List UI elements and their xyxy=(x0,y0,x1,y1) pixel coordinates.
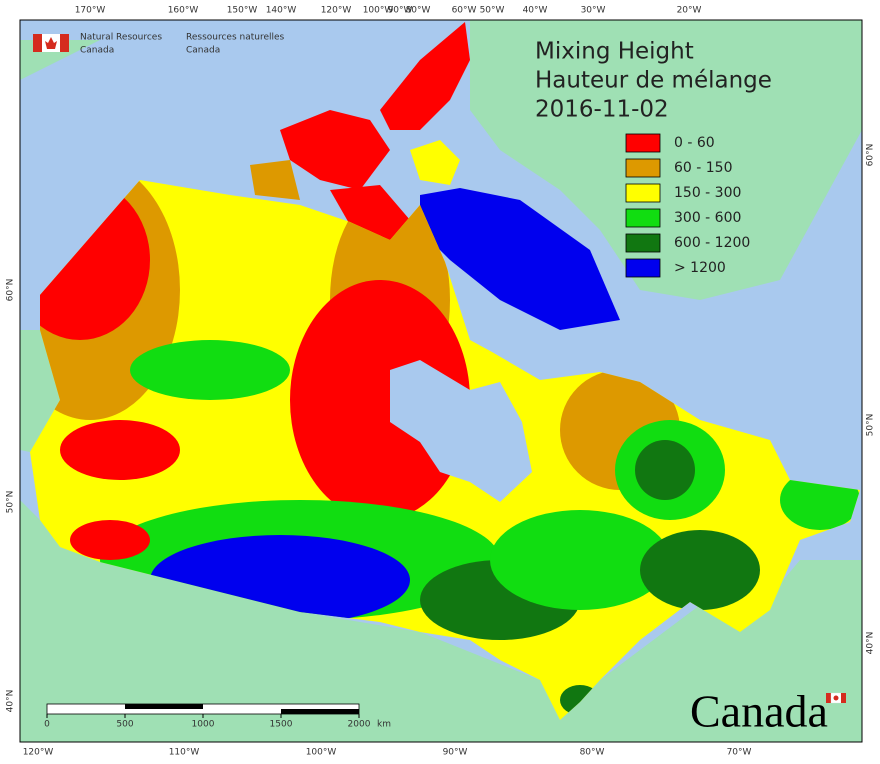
usa-land xyxy=(20,500,862,742)
wordmark: Canada xyxy=(690,686,828,737)
graticule-label: 40°W xyxy=(523,6,548,16)
graticule-label: 30°W xyxy=(581,6,606,16)
graticule-label: 60°N xyxy=(6,279,16,302)
graticule-label: 120°W xyxy=(23,748,54,758)
scale-label: 0 xyxy=(44,720,50,730)
legend-label: 300 - 600 xyxy=(674,210,741,226)
graticule-label: 60°N xyxy=(866,144,876,167)
graticule-label: 100°W xyxy=(306,748,337,758)
legend-swatch xyxy=(625,183,661,203)
legend-swatch xyxy=(625,158,661,178)
agency-en: Natural Resources xyxy=(80,33,162,43)
graticule-label: 60°W xyxy=(452,6,477,16)
legend-label: 600 - 1200 xyxy=(674,235,750,251)
legend-label: 0 - 60 xyxy=(674,135,715,151)
graticule-label: 40°N xyxy=(866,632,876,655)
greenland xyxy=(470,20,862,300)
hudson-bay xyxy=(390,360,532,502)
graticule-label: 140°W xyxy=(266,6,297,16)
graticule-label: 50°N xyxy=(6,491,16,514)
legend-swatch xyxy=(625,233,661,253)
graticule-label: 90°W xyxy=(443,748,468,758)
scale-bar xyxy=(46,703,360,715)
graticule-label: 50°N xyxy=(866,414,876,437)
title: Hauteur de mélange xyxy=(535,68,772,94)
graticule-label: 20°W xyxy=(677,6,702,16)
graticule-label: 120°W xyxy=(321,6,352,16)
title: Mixing Height xyxy=(535,39,694,65)
legend-label: 60 - 150 xyxy=(674,160,733,176)
alaska-russia xyxy=(20,40,100,452)
scale-label: 1000 xyxy=(192,720,215,730)
agency-fr: Ressources naturelles xyxy=(186,33,285,43)
graticule-label: 90°W xyxy=(388,6,413,16)
agency-fr: Canada xyxy=(186,46,220,56)
legend-swatch xyxy=(625,133,661,153)
map-frame xyxy=(19,19,863,743)
graticule-label: 110°W xyxy=(169,748,200,758)
legend-swatch xyxy=(625,208,661,228)
agency-en: Canada xyxy=(80,46,114,56)
scale-label: 500 xyxy=(116,720,133,730)
graticule-label: 40°N xyxy=(6,690,16,713)
title: 2016-11-02 xyxy=(535,97,669,123)
graticule-label: 160°W xyxy=(168,6,199,16)
legend-label: > 1200 xyxy=(674,260,726,276)
arctic-islands xyxy=(250,22,620,330)
flag-logo xyxy=(33,34,846,704)
graticule-label: 70°W xyxy=(727,748,752,758)
graticule-label: 170°W xyxy=(75,6,106,16)
graticule-label: 80°W xyxy=(406,6,431,16)
graticule-label: 50°W xyxy=(480,6,505,16)
scale-unit: km xyxy=(377,720,391,730)
graticule-label: 100°W xyxy=(363,6,394,16)
scale-label: 1500 xyxy=(270,720,293,730)
legend-label: 150 - 300 xyxy=(674,185,741,201)
legend-swatch xyxy=(625,258,661,278)
scale-label: 2000 xyxy=(348,720,371,730)
graticule-label: 150°W xyxy=(227,6,258,16)
graticule-label: 80°W xyxy=(580,748,605,758)
